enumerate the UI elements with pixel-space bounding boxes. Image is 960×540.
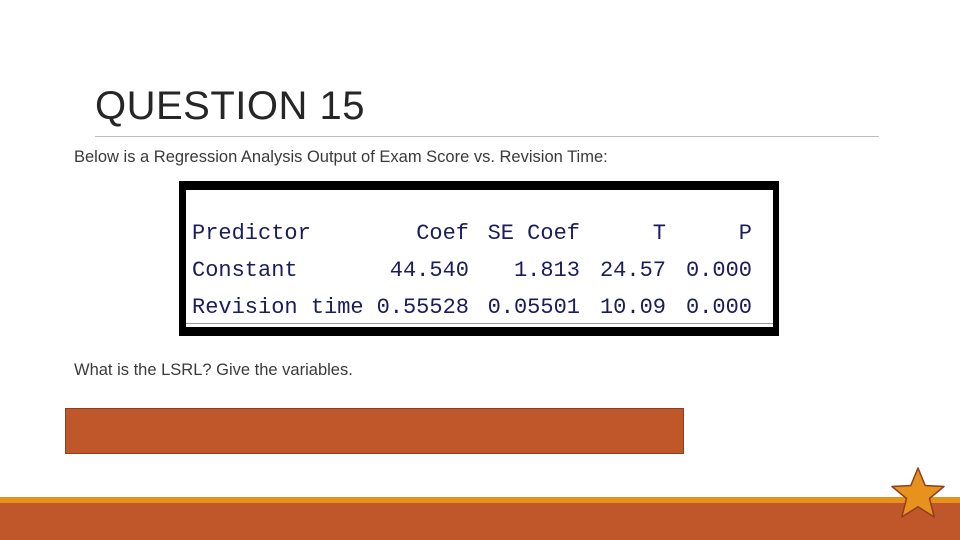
title-divider: [95, 136, 879, 137]
footer-accent-line: [0, 497, 960, 503]
cell-coef: 44.540: [389, 258, 469, 283]
cell-t: 24.57: [599, 258, 666, 283]
table-row: Constant 44.540 1.813 24.57 0.000: [192, 252, 752, 289]
regression-output-panel: Predictor Coef SE Coef T P Constant 44.5…: [186, 190, 773, 327]
header-coef: Coef: [416, 221, 469, 246]
question-text: What is the LSRL? Give the variables.: [74, 361, 353, 379]
header-p: P: [738, 221, 752, 246]
table-bottom-rule: [186, 323, 773, 324]
answer-reveal-box[interactable]: [65, 408, 684, 454]
intro-text: Below is a Regression Analysis Output of…: [74, 148, 608, 166]
footer-bar: [0, 503, 960, 540]
cell-predictor: Constant: [192, 258, 298, 283]
cell-se-coef: 1.813: [513, 258, 580, 283]
header-predictor: Predictor: [192, 221, 311, 246]
regression-table: Predictor Coef SE Coef T P Constant 44.5…: [192, 215, 752, 326]
table-row: Revision time 0.55528 0.05501 10.09 0.00…: [192, 289, 752, 326]
slide-title: QUESTION 15: [95, 84, 366, 128]
cell-t: 10.09: [599, 295, 666, 320]
regression-output-image: Predictor Coef SE Coef T P Constant 44.5…: [179, 181, 779, 336]
cell-se-coef: 0.05501: [487, 295, 580, 320]
cell-p: 0.000: [685, 295, 752, 320]
star-icon[interactable]: [888, 465, 948, 525]
cell-p: 0.000: [685, 258, 752, 283]
header-t: T: [652, 221, 666, 246]
table-header-row: Predictor Coef SE Coef T P: [192, 215, 752, 252]
cell-coef: 0.55528: [376, 295, 469, 320]
cell-predictor: Revision time: [192, 295, 364, 320]
header-se-coef: SE Coef: [487, 221, 580, 246]
